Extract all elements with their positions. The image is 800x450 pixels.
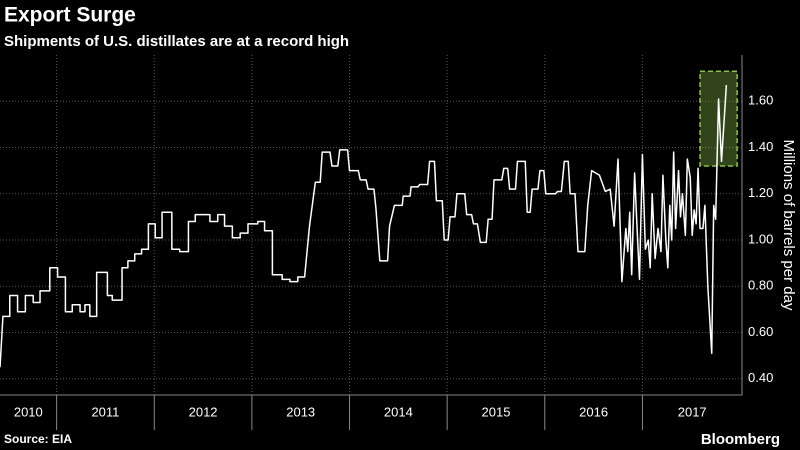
x-tick-label: 2017 [678,404,707,419]
y-tick-label: 1.60 [748,93,773,108]
y-tick-label: 0.80 [748,278,773,293]
x-tick-label: 2014 [384,404,413,419]
data-line [0,85,728,368]
x-tick-label: 2010 [14,404,43,419]
brand: Bloomberg [701,431,780,448]
x-tick-label: 2016 [579,404,608,419]
chart-title: Export Surge [4,4,136,27]
x-tick-label: 2013 [286,404,315,419]
y-tick-label: 0.40 [748,370,773,385]
y-tick-label: 1.20 [748,185,773,200]
x-tick-label: 2012 [189,404,218,419]
source: Source: EIA [4,432,72,446]
y-tick-label: 1.00 [748,231,773,246]
y-tick-label: 1.40 [748,139,773,154]
y-axis-label: Millions of barrels per day [780,140,797,311]
chart-subtitle: Shipments of U.S. distillates are at a r… [4,33,349,50]
x-tick-label: 2011 [91,404,119,419]
y-tick-label: 0.60 [748,324,773,339]
x-tick-label: 2015 [482,404,511,419]
